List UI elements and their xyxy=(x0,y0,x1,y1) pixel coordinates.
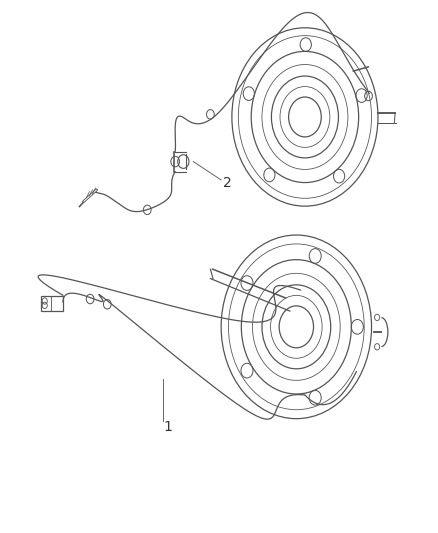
Text: 1: 1 xyxy=(163,419,172,433)
Text: 2: 2 xyxy=(223,175,232,190)
